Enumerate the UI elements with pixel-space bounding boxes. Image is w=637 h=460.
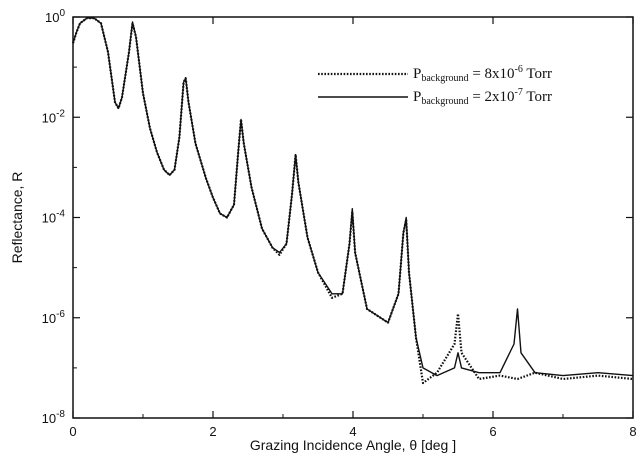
y-tick-label: 10-4 bbox=[42, 209, 66, 226]
y-axis-label: Reflectance, R bbox=[9, 172, 25, 264]
legend-label-1: Pbackground = 8x10-6 Torr bbox=[413, 64, 552, 84]
ticks-layer bbox=[72, 16, 634, 419]
x-axis-label: Grazing Incidence Angle, θ [deg ] bbox=[250, 437, 456, 453]
x-tick-label: 0 bbox=[69, 424, 76, 439]
x-tick-label: 8 bbox=[629, 424, 636, 439]
legend-label-2: Pbackground = 2x10-7 Torr bbox=[413, 87, 552, 107]
tick-labels-layer: 0 2 4 6 8 100 10-2 10-4 10-6 10-8 bbox=[42, 8, 637, 439]
series-line-2 bbox=[72, 17, 634, 377]
x-tick-label: 4 bbox=[349, 424, 356, 439]
y-tick-label: 10-2 bbox=[42, 108, 66, 125]
legend: Pbackground = 8x10-6 Torr Pbackground = 2… bbox=[318, 64, 552, 107]
y-tick-label: 100 bbox=[45, 8, 65, 25]
series-layer bbox=[71, 17, 634, 385]
y-tick-label: 10-6 bbox=[42, 309, 66, 326]
x-tick-label: 2 bbox=[209, 424, 216, 439]
x-tick-label: 6 bbox=[489, 424, 496, 439]
y-tick-label: 10-8 bbox=[42, 409, 66, 426]
